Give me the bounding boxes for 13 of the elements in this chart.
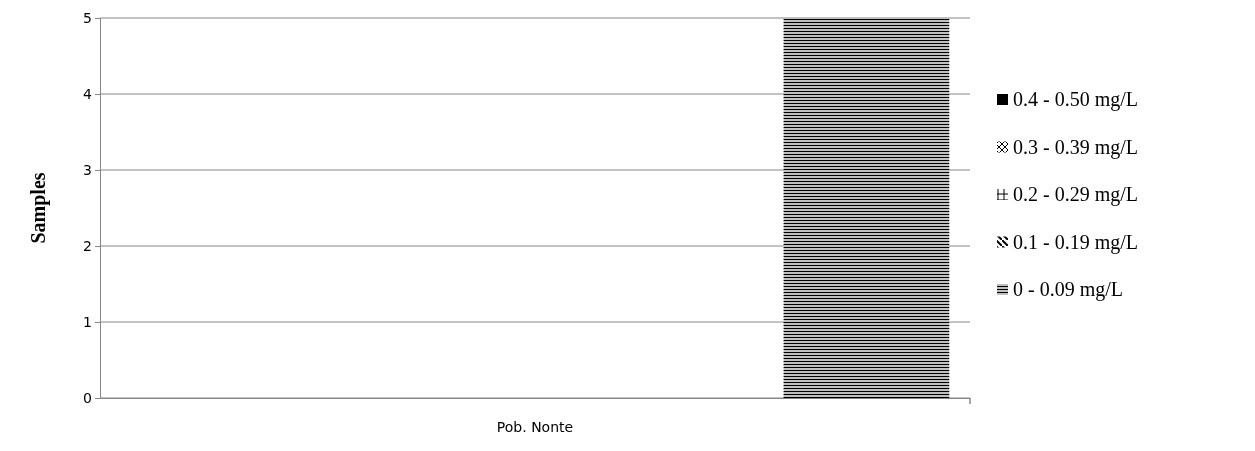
- legend-label: 0.2 - 0.29 mg/L: [1013, 183, 1138, 206]
- y-tick-label: 3: [83, 161, 92, 178]
- y-tick-label: 2: [83, 237, 92, 254]
- legend-label: 0.1 - 0.19 mg/L: [1013, 230, 1138, 254]
- legend-label: 0.3 - 0.39 mg/L: [1013, 135, 1138, 159]
- x-tick-label: Pob. Nonte: [496, 418, 574, 435]
- y-tick-label: 0: [83, 389, 92, 406]
- y-axis-title: Samples: [27, 172, 50, 244]
- y-tick-label: 4: [83, 85, 93, 102]
- legend-label: 0.4 - 0.50 mg/L: [1013, 88, 1138, 111]
- y-tick-label: 1: [83, 313, 92, 330]
- y-tick-label: 5: [83, 9, 92, 26]
- legend-label: 0 - 0.09 mg/L: [1013, 278, 1123, 301]
